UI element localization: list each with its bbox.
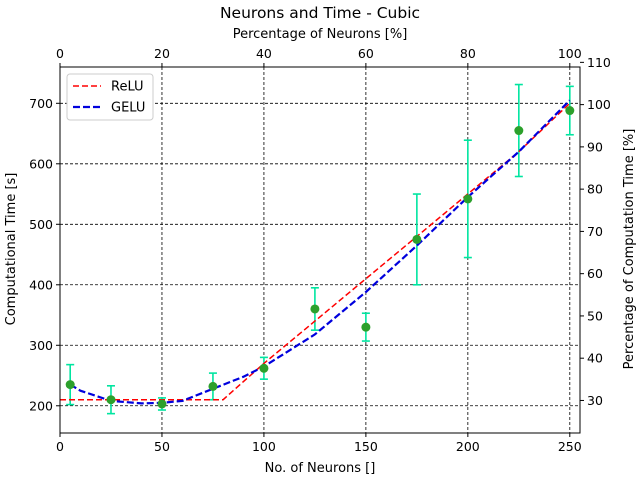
- x-tick-label: 50: [154, 439, 170, 454]
- x-tick-label: 250: [558, 439, 582, 454]
- grid: [59, 67, 580, 433]
- y-tick-label: 600: [29, 156, 53, 171]
- plot-area: [60, 83, 575, 415]
- right-y-tick-label: 30: [587, 393, 603, 408]
- x-axis-label: No. of Neurons []: [265, 461, 376, 476]
- y-tick-label: 700: [29, 96, 53, 111]
- data-point: [463, 194, 473, 204]
- right-axis-label: Percentage of Computation Time [%]: [622, 129, 637, 370]
- y-tick-label: 300: [29, 338, 53, 353]
- right-y-tick-label: 40: [587, 351, 603, 366]
- right-y-tick-label: 60: [587, 266, 603, 281]
- legend-box: [66, 73, 154, 121]
- chart-title: Neurons and Time - Cubic: [220, 4, 420, 22]
- data-point: [208, 381, 218, 391]
- data-point: [565, 106, 575, 116]
- data-point: [514, 126, 524, 136]
- plot-frame: [59, 66, 581, 434]
- x-tick-label: 0: [56, 439, 64, 454]
- data-point: [412, 234, 422, 244]
- right-y-tick-label: 50: [587, 308, 603, 323]
- y-tick-label: 200: [29, 398, 53, 413]
- legend-label: GELU: [111, 101, 145, 116]
- y-tick-label: 400: [29, 277, 53, 292]
- data-point: [310, 304, 320, 314]
- right-y-tick-label: 90: [587, 139, 603, 154]
- data-point: [361, 322, 371, 332]
- legend: ReLU GELU: [66, 73, 154, 121]
- right-y-tick-label: 70: [587, 224, 603, 239]
- y-axis-label: Computational Time [s]: [4, 173, 19, 326]
- x-tick-label: 150: [354, 439, 378, 454]
- series-line-gelu: [69, 99, 571, 405]
- top-axis-label: Percentage of Neurons [%]: [233, 27, 408, 42]
- right-y-tick-label: 110: [587, 55, 611, 70]
- right-y-tick-label: 100: [587, 97, 611, 112]
- legend-label: ReLU: [111, 80, 144, 95]
- data-point: [65, 380, 75, 390]
- top-x-tick-label: 100: [558, 46, 582, 61]
- x-tick-label: 200: [456, 439, 480, 454]
- data-point: [259, 363, 269, 373]
- top-x-tick-label: 60: [358, 46, 374, 61]
- series-line-relu: [60, 102, 571, 401]
- x-tick-label: 100: [252, 439, 276, 454]
- top-x-tick-label: 0: [56, 46, 64, 61]
- top-x-tick-label: 20: [154, 46, 170, 61]
- ticks: 0 50 100 150 200 250 200 300 400 500 600 700 0 20 40 60…: [29, 46, 611, 454]
- right-y-tick-label: 80: [587, 182, 603, 197]
- data-point: [106, 395, 116, 405]
- top-x-tick-label: 80: [460, 46, 476, 61]
- y-tick-label: 500: [29, 217, 53, 232]
- data-point: [157, 399, 167, 409]
- top-x-tick-label: 40: [256, 46, 272, 61]
